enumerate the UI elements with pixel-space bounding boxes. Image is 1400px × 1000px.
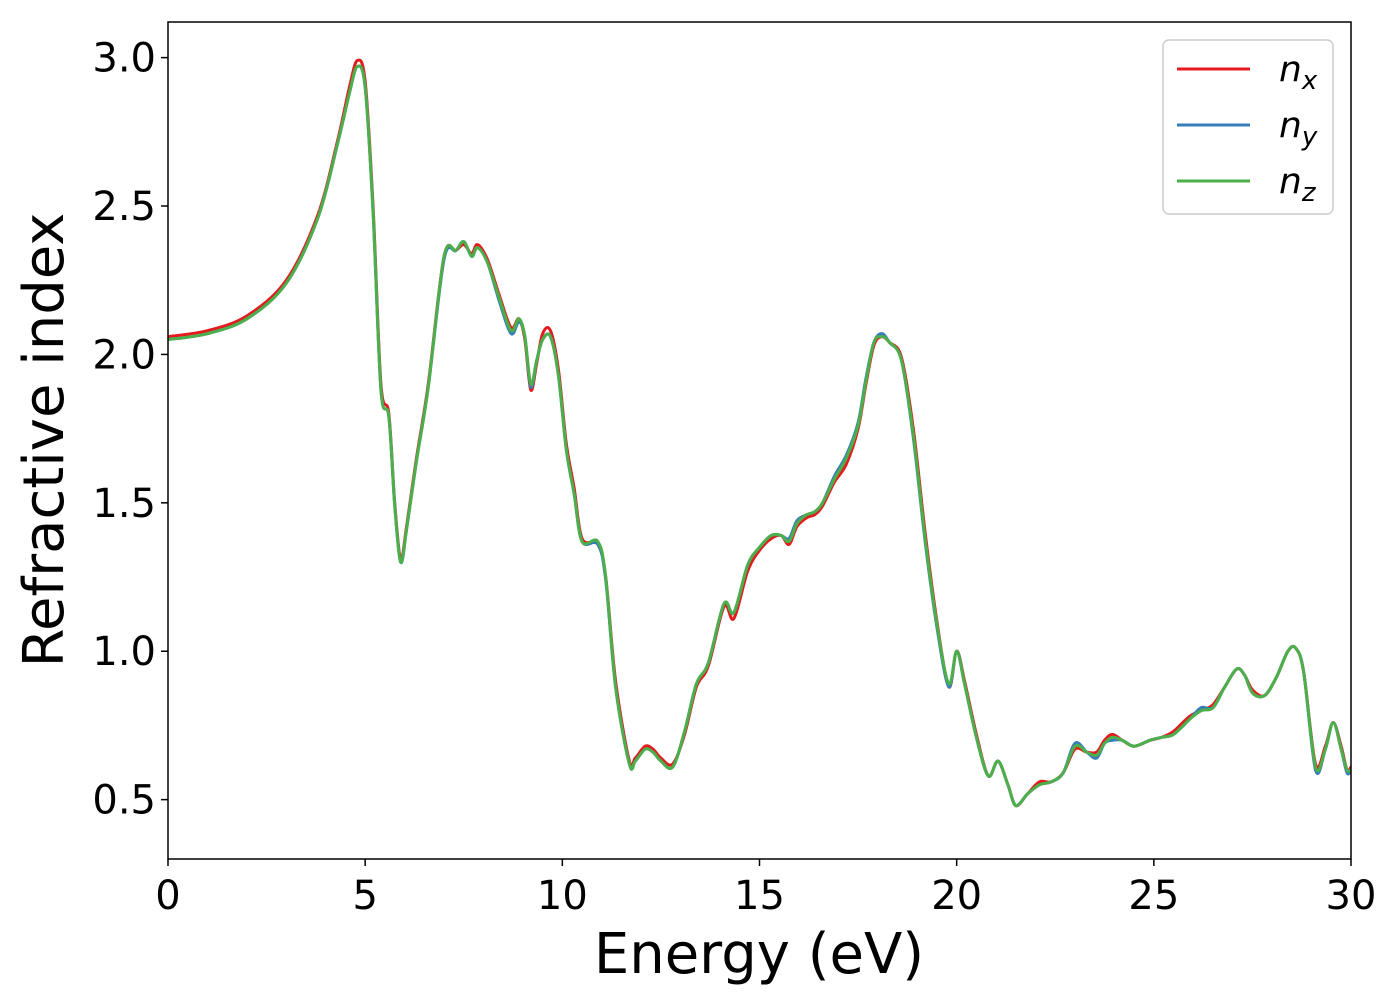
legend-box (1162, 39, 1334, 215)
y-axis-title: Refractive index (12, 213, 77, 668)
x-axis: 0 5 10 15 20 25 30 (155, 859, 1376, 919)
x-tick-label: 5 (352, 873, 377, 919)
series-layer (168, 58, 1351, 808)
x-axis-title: Energy (eV) (594, 922, 924, 987)
x-tick-label: 15 (734, 873, 785, 919)
y-tick-label: 0.5 (92, 778, 156, 824)
x-tick-label: 0 (155, 873, 180, 919)
y-tick-label: 1.5 (92, 481, 156, 527)
y-tick-label: 3.0 (92, 36, 156, 82)
x-tick-label: 30 (1326, 873, 1377, 919)
series-line-n-z (168, 64, 1351, 808)
x-tick-label: 20 (931, 873, 982, 919)
legend: nx ny nz (1162, 39, 1334, 215)
legend-label-n-x: nx (1279, 49, 1318, 96)
x-tick-label: 10 (537, 873, 588, 919)
legend-label-n-y: ny (1279, 105, 1318, 152)
y-axis: 0.5 1.0 1.5 2.0 2.5 3.0 (92, 36, 168, 824)
y-tick-label: 2.0 (92, 332, 156, 378)
y-tick-label: 2.5 (92, 184, 156, 230)
x-tick-label: 25 (1128, 873, 1179, 919)
legend-label-n-z: nz (1279, 161, 1317, 208)
y-tick-label: 1.0 (92, 629, 156, 675)
